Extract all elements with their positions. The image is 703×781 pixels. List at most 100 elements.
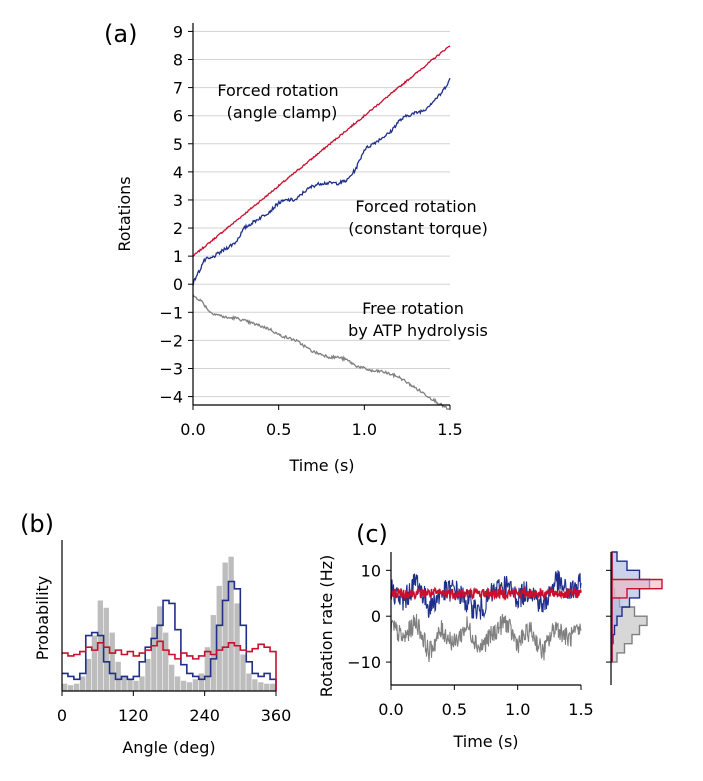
- panel-b-free-rotation-bar: [133, 680, 139, 691]
- series-angle-clamp: [192, 45, 451, 257]
- panel-b-free-rotation-bar: [115, 661, 121, 691]
- panel-a-y-tick-label: 1: [173, 247, 183, 266]
- panel-a-y-tick-label: −2: [159, 331, 183, 350]
- panel-a-y-tick-label: −4: [159, 388, 183, 407]
- panel-c-x-tick-label: 1.0: [505, 700, 530, 719]
- panel-a-y-tick-label: 2: [173, 219, 183, 238]
- panel-c: (c) −10 0 10 0.0 0.5 1.0 1.5 Time (s) Rotatio…: [317, 520, 663, 751]
- panel-a-y-tick-label: −1: [159, 303, 183, 322]
- label-constant-torque: Forced rotation (constant torque): [348, 197, 488, 238]
- panel-b-x-ticks: 0 120 240 360: [57, 691, 291, 725]
- panel-b-free-rotation-bar: [258, 682, 264, 691]
- panel-b-free-rotation-bar: [216, 585, 222, 691]
- panel-b-free-rotation-bar: [73, 683, 80, 691]
- panel-b-free-rotation-bar: [270, 683, 276, 691]
- panel-c-x-tick-label: 0.5: [442, 700, 467, 719]
- panel-b-angle-clamp-step: [62, 640, 277, 691]
- panel-b-free-rotation-bar: [97, 600, 104, 691]
- panel-b-x-axis-label: Angle (deg): [122, 738, 215, 757]
- panel-c-angle-clamp-trace: [390, 585, 582, 602]
- panel-c-y-tick-label: 0: [371, 607, 381, 626]
- panel-b-free-rotation-bar: [62, 683, 68, 691]
- panel-b-free-rotation-bar: [240, 654, 246, 691]
- panel-a-y-tick-label: 7: [173, 79, 183, 98]
- panel-c-x-tick-label: 0.0: [378, 700, 403, 719]
- label-constant-torque-line-1: Forced rotation: [355, 197, 476, 216]
- series-free-rotation: [192, 294, 451, 411]
- panel-a-y-tick-label: 4: [173, 163, 183, 182]
- panel-b-free-rotation-bar: [121, 676, 127, 691]
- panel-b: (b) 0 120 240 360 Angle (deg) Probability: [20, 510, 291, 757]
- panel-b-free-rotation-bar: [127, 679, 133, 691]
- panel-a-x-ticks: 0.0 0.5 1.0 1.5: [180, 405, 463, 439]
- panel-b-free-rotation-bar: [234, 603, 240, 691]
- panel-b-free-rotation-bar: [180, 680, 187, 691]
- panel-a-y-tick-label: 5: [173, 135, 183, 154]
- panel-c-y-ticks: −10 0 10: [347, 561, 611, 672]
- panel-b-free-rotation-bar: [85, 658, 92, 691]
- label-constant-torque-line-2: (constant torque): [348, 219, 488, 238]
- panel-b-free-rotation-bar: [67, 685, 74, 691]
- panel-c-marginal-histogram: [611, 551, 663, 663]
- panel-a-y-ticks: −4 −3 −2 −1 0 1 2 3 4 5 6 7 8 9: [159, 22, 193, 407]
- label-angle-clamp-line-1: Forced rotation: [217, 81, 338, 100]
- panel-b-free-rotation-bar: [252, 679, 258, 691]
- panel-a-y-tick-label: 6: [173, 107, 183, 126]
- panel-b-x-tick-label: 0: [57, 706, 67, 725]
- panel-c-x-tick-label: 1.5: [568, 700, 593, 719]
- panel-b-free-rotation-bar: [91, 635, 98, 691]
- panel-c-y-tick-label: 10: [361, 561, 381, 580]
- panel-b-free-rotation-bar: [174, 676, 181, 691]
- label-free-rotation-line-1: Free rotation: [362, 299, 464, 318]
- panel-c-x-axis-label: Time (s): [452, 732, 518, 751]
- panel-a-y-tick-label: −3: [159, 359, 183, 378]
- panel-b-free-rotation-bar: [157, 606, 163, 691]
- panel-b-x-tick-label: 360: [261, 706, 292, 725]
- panel-b-constant-torque-step: [62, 580, 277, 691]
- panel-b-free-rotation-bar: [198, 673, 205, 691]
- panel-b-free-rotation-bar: [246, 673, 252, 691]
- panel-b-free-rotation-bar: [210, 615, 216, 691]
- panel-b-free-rotation-bar: [228, 556, 234, 691]
- label-angle-clamp: Forced rotation (angle clamp): [217, 81, 338, 122]
- panel-b-histogram: [62, 556, 276, 691]
- panel-c-label: (c): [356, 520, 388, 548]
- panel-a-y-tick-label: 9: [173, 22, 183, 41]
- panel-b-free-rotation-bar: [204, 647, 211, 691]
- panel-b-free-rotation-bar: [79, 676, 86, 691]
- panel-a-y-tick-label: 8: [173, 51, 183, 70]
- panel-c-y-axis-label: Rotation rate (Hz): [317, 555, 336, 698]
- panel-a: (a) −4 −3 −2 −1 0 1 2 3 4 5 6 7 8 9 0.0 0.5 1.0 1.5 Time…: [104, 20, 488, 475]
- panel-c-y-tick-label: −10: [347, 653, 381, 672]
- panel-a-y-tick-label: 3: [173, 191, 183, 210]
- panel-a-series: [192, 45, 451, 411]
- panel-b-free-rotation-bar: [103, 607, 109, 691]
- panel-b-free-rotation-bar: [139, 676, 145, 691]
- panel-c-x-ticks: 0.0 0.5 1.0 1.5: [378, 685, 594, 719]
- panel-b-free-rotation-bar: [222, 562, 228, 691]
- panel-a-x-tick-label: 0.5: [266, 420, 291, 439]
- panel-a-x-tick-label: 1.5: [437, 420, 462, 439]
- panel-b-free-rotation-bar: [151, 626, 157, 691]
- panel-a-label: (a): [104, 20, 137, 48]
- series-constant-torque: [192, 77, 451, 287]
- panel-c-series: [390, 570, 582, 663]
- panel-b-free-rotation-bar: [264, 683, 270, 691]
- panel-a-x-axis-label: Time (s): [288, 456, 354, 475]
- panel-a-x-tick-label: 0.0: [180, 420, 205, 439]
- panel-a-y-tick-label: 0: [173, 275, 183, 294]
- panel-c-free-rotation-trace: [390, 613, 582, 663]
- panel-b-free-rotation-bar: [169, 664, 175, 691]
- panel-c-marginal-red: [611, 552, 663, 663]
- panel-b-label: (b): [20, 510, 54, 538]
- panel-b-x-tick-label: 120: [118, 706, 149, 725]
- panel-a-y-axis-label: Rotations: [115, 176, 134, 251]
- panel-b-step-lines: [62, 580, 277, 691]
- panel-b-x-tick-label: 240: [189, 706, 220, 725]
- label-free-rotation-line-2: by ATP hydrolysis: [348, 321, 488, 340]
- panel-b-free-rotation-bar: [163, 632, 169, 691]
- panel-b-y-axis-label: Probability: [33, 576, 52, 661]
- panel-b-free-rotation-bar: [192, 679, 199, 691]
- panel-b-free-rotation-bar: [109, 632, 115, 691]
